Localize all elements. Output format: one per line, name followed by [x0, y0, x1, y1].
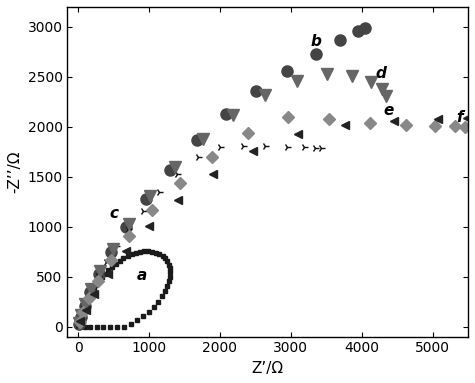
Text: d: d: [376, 66, 387, 81]
Text: c: c: [109, 206, 118, 221]
X-axis label: Z’/Ω: Z’/Ω: [252, 361, 284, 376]
Text: f: f: [456, 110, 463, 125]
Y-axis label: -Z’’/Ω: -Z’’/Ω: [7, 151, 22, 193]
Text: a: a: [136, 268, 146, 283]
Text: e: e: [383, 103, 393, 118]
Text: b: b: [311, 34, 322, 49]
